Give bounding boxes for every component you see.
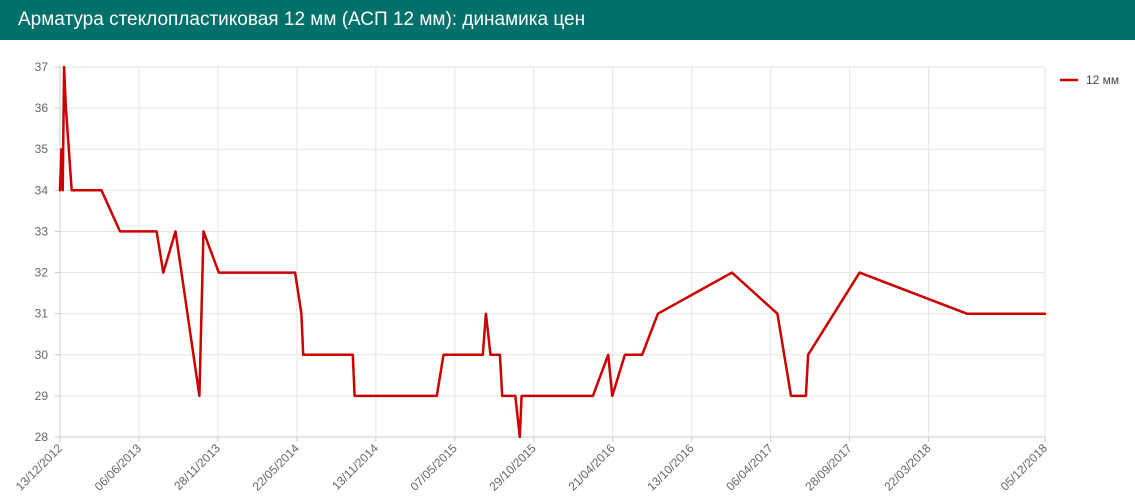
legend-label: 12 мм xyxy=(1086,73,1119,87)
x-tick-label: 05/12/2018 xyxy=(998,441,1051,494)
y-tick-label: 32 xyxy=(35,266,49,280)
y-tick-label: 30 xyxy=(35,348,49,362)
chart-area: 28 29 30 31 32 33 34 35 36 37 13/12/2012 06/06/2013… xyxy=(0,40,1135,503)
x-tick-label: 06/04/2017 xyxy=(723,441,776,494)
y-tick-label: 31 xyxy=(35,307,49,321)
x-tick-label: 22/03/2018 xyxy=(881,441,934,494)
x-tick-label: 07/05/2015 xyxy=(408,441,461,494)
x-tick-label: 28/09/2017 xyxy=(802,441,855,494)
x-tick-label: 06/06/2013 xyxy=(92,441,145,494)
y-tick-label: 36 xyxy=(35,101,49,115)
y-tick-label: 35 xyxy=(35,142,49,156)
x-tick-label: 22/05/2014 xyxy=(250,441,303,494)
y-tick-label: 29 xyxy=(35,389,49,403)
y-tick-label: 33 xyxy=(35,224,49,238)
x-tick-label: 28/11/2013 xyxy=(171,441,223,493)
y-tick-label: 37 xyxy=(35,60,49,74)
x-tick-label: 13/11/2014 xyxy=(329,441,381,493)
x-tick-label: 29/10/2015 xyxy=(486,441,539,494)
y-tick-label: 34 xyxy=(35,183,49,197)
x-tick-label: 13/10/2016 xyxy=(644,441,697,494)
page-title: Арматура стеклопластиковая 12 мм (АСП 12… xyxy=(18,9,586,30)
x-tick-label: 13/12/2012 xyxy=(13,441,66,494)
x-tick-label: 21/04/2016 xyxy=(565,441,618,494)
header-bar: Арматура стеклопластиковая 12 мм (АСП 12… xyxy=(0,0,1135,40)
y-tick-label: 28 xyxy=(35,430,49,444)
price-chart: 28 29 30 31 32 33 34 35 36 37 13/12/2012 06/06/2013… xyxy=(13,60,1119,494)
series-line xyxy=(58,65,1047,439)
